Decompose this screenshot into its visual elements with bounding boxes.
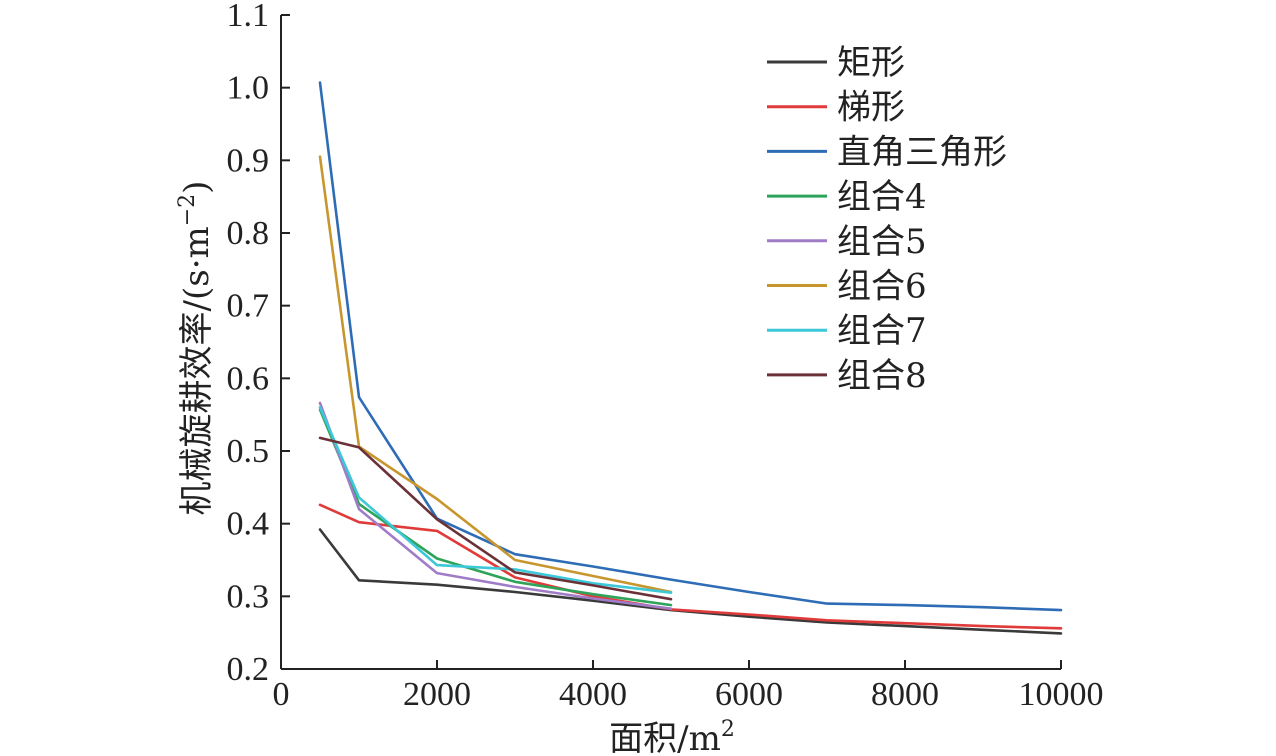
- y-tick-label: 1.1: [227, 0, 270, 34]
- series-line-3: [318, 81, 1063, 612]
- series-line-5: [318, 401, 673, 611]
- y-tick-label: 0.6: [227, 360, 270, 397]
- x-tick-label: 4000: [559, 676, 627, 713]
- legend-label-2: 梯形: [837, 88, 905, 128]
- x-axis-label: 面积/m2: [609, 717, 735, 756]
- y-ticks: 0.2 0.3 0.4 0.5 0.6 0.7 0.8 0.9 1.0 1.1: [227, 0, 290, 688]
- y-tick-label: 0.3: [227, 578, 270, 615]
- legend-label-3: 直角三角形: [837, 132, 1007, 172]
- x-tick-label: 6000: [715, 676, 783, 713]
- x-tick-label: 2000: [403, 676, 471, 713]
- legend-label-4: 组合4: [837, 177, 927, 217]
- y-tick-label: 0.5: [227, 433, 270, 470]
- x-tick-label: 8000: [871, 676, 939, 713]
- y-tick-label: 0.8: [227, 215, 270, 252]
- legend-label-7: 组合7: [837, 311, 927, 351]
- series-line-2: [318, 503, 1063, 630]
- series-line-6: [318, 155, 673, 594]
- series-line-4: [318, 408, 673, 607]
- legend-label-1: 矩形: [837, 43, 905, 83]
- legend-label-5: 组合5: [837, 222, 927, 262]
- series-line-8: [318, 436, 673, 601]
- x-ticks: 0 2000 4000 6000 8000 10000: [273, 660, 1104, 713]
- y-axis-label: 机械旋耕效率/(s·m−2): [175, 181, 217, 516]
- y-tick-label: 0.2: [227, 651, 270, 688]
- legend-label-6: 组合6: [837, 267, 927, 307]
- x-tick-label: 0: [273, 676, 290, 713]
- series-line-7: [318, 406, 673, 595]
- y-tick-label: 0.4: [227, 506, 270, 543]
- y-tick-label: 0.9: [227, 142, 270, 179]
- axes: [280, 15, 1061, 670]
- legend-label-8: 组合8: [837, 356, 927, 396]
- y-tick-label: 1.0: [227, 70, 270, 107]
- series-lines: [318, 81, 1063, 635]
- x-tick-label: 10000: [1019, 676, 1104, 713]
- y-tick-label: 0.7: [227, 288, 270, 325]
